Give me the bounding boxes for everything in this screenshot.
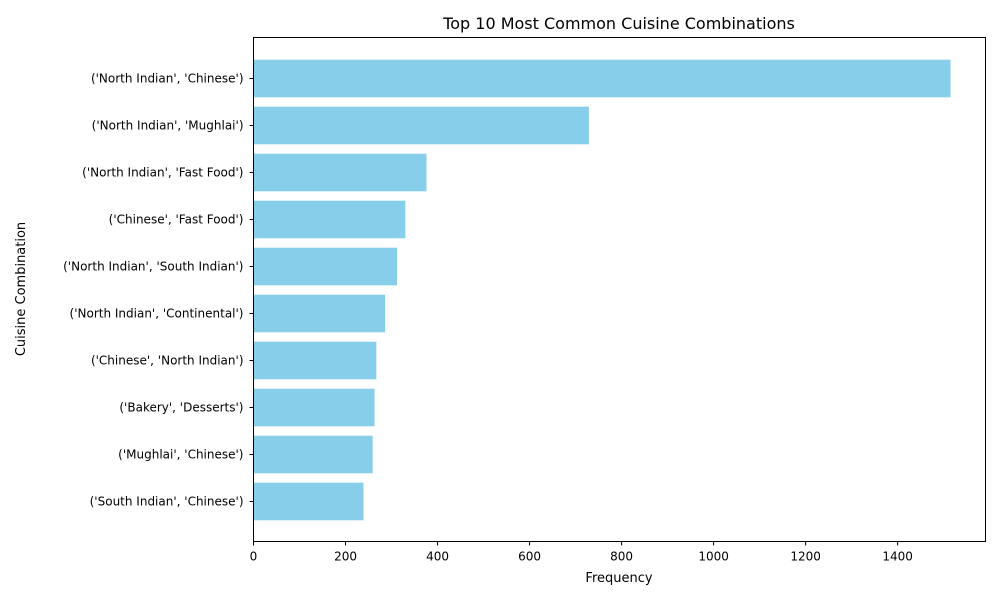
- bar: [253, 482, 364, 521]
- x-tick-label: 1200: [790, 550, 821, 564]
- y-tick-label: ('Chinese', 'Fast Food'): [109, 213, 244, 227]
- x-tick-label: 800: [610, 550, 633, 564]
- y-tick-label: ('North Indian', 'South Indian'): [63, 260, 243, 274]
- y-tick-label: ('Mughlai', 'Chinese'): [118, 448, 243, 462]
- x-tick-label: 1400: [882, 550, 913, 564]
- y-tick-label: ('Bakery', 'Desserts'): [119, 401, 243, 415]
- y-tick-label: ('South Indian', 'Chinese'): [90, 495, 244, 509]
- y-tick-label: ('Chinese', 'North Indian'): [91, 354, 244, 368]
- bar: [253, 200, 406, 239]
- bars-group: [253, 59, 951, 521]
- x-axis-ticks: 0 200 400 600 800 1000 1200 1400: [250, 541, 913, 564]
- x-tick-label: 600: [518, 550, 541, 564]
- x-axis-label: Frequency: [585, 571, 652, 586]
- y-tick-label: ('North Indian', 'Chinese'): [91, 72, 244, 86]
- bar: [253, 106, 589, 145]
- y-axis-label: Cuisine Combination: [14, 222, 29, 356]
- bar: [253, 341, 377, 380]
- y-tick-label: ('North Indian', 'Fast Food'): [82, 166, 243, 180]
- bar: [253, 435, 373, 474]
- x-tick-label: 200: [334, 550, 357, 564]
- chart-title: Top 10 Most Common Cuisine Combinations: [442, 14, 795, 33]
- bar: [253, 247, 398, 286]
- x-tick-label: 400: [426, 550, 449, 564]
- bar: [253, 294, 386, 333]
- y-tick-label: ('North Indian', 'Continental'): [70, 307, 244, 321]
- y-axis-ticks: ('North Indian', 'Chinese') ('North India…: [63, 72, 254, 509]
- x-tick-label: 1000: [698, 550, 729, 564]
- bar: [253, 59, 951, 98]
- plot-frame: [253, 37, 986, 542]
- x-tick-label: 0: [250, 550, 258, 564]
- bar: [253, 153, 427, 192]
- bar: [253, 388, 375, 427]
- y-tick-label: ('North Indian', 'Mughlai'): [92, 119, 244, 133]
